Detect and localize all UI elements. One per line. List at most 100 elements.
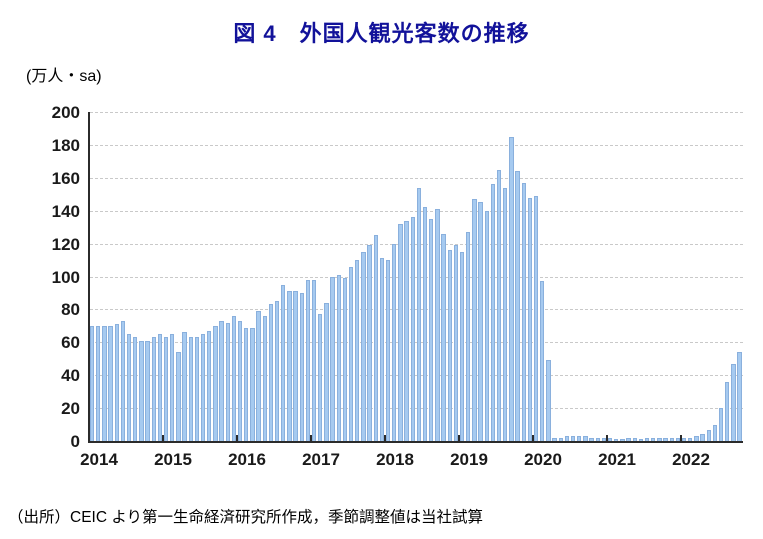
bar-2018-m1 bbox=[385, 260, 391, 441]
bar-2021-m12 bbox=[675, 437, 681, 441]
bar-2017-m8 bbox=[355, 260, 360, 441]
bar-2020-m7 bbox=[570, 436, 576, 441]
x-year-label-2019: 2019 bbox=[450, 450, 488, 469]
bar-2021-m2 bbox=[614, 439, 619, 441]
x-year-label-2015: 2015 bbox=[154, 450, 192, 469]
bar-2018-m9 bbox=[435, 209, 440, 441]
bar-2014-m12 bbox=[157, 334, 163, 441]
bar-2014-m8 bbox=[133, 337, 138, 441]
bar-2020-m8 bbox=[577, 436, 582, 441]
bar-2015-m9 bbox=[213, 325, 218, 441]
bar-2019-m6 bbox=[490, 184, 496, 441]
bar-2015-m8 bbox=[207, 330, 212, 441]
x-year-label-2016: 2016 bbox=[228, 450, 266, 469]
gridline-60 bbox=[90, 342, 743, 344]
bar-2020-m11 bbox=[595, 437, 600, 441]
bar-2020-m6 bbox=[564, 436, 570, 441]
bar-2015-m1 bbox=[163, 337, 169, 441]
bar-2022-m1 bbox=[681, 437, 687, 441]
bar-2018-m11 bbox=[447, 250, 452, 441]
bar-2019-m7 bbox=[496, 169, 502, 441]
bar-2022-m5 bbox=[706, 429, 711, 441]
bar-2014-m4 bbox=[108, 325, 113, 441]
bar-2019-m9 bbox=[509, 136, 514, 441]
bar-2016-m6 bbox=[268, 304, 274, 441]
bar-2016-m3 bbox=[250, 327, 255, 441]
bar-2016-m4 bbox=[256, 311, 261, 441]
bar-2020-m1 bbox=[533, 195, 539, 441]
bar-2017-m11 bbox=[373, 235, 378, 441]
bar-2018-m6 bbox=[416, 187, 422, 441]
gridline-20 bbox=[90, 408, 743, 410]
bar-2014-m10 bbox=[145, 340, 150, 441]
bar-2016-m1 bbox=[237, 320, 243, 441]
bar-2017-m5 bbox=[336, 274, 341, 441]
bar-2015-m7 bbox=[200, 334, 206, 441]
bar-2019-m11 bbox=[521, 182, 526, 441]
bar-2015-m11 bbox=[225, 322, 230, 441]
bar-2019-m8 bbox=[503, 187, 508, 441]
bar-2018-m10 bbox=[441, 233, 446, 441]
bar-2021-m1 bbox=[607, 437, 613, 441]
gridline-40 bbox=[90, 375, 743, 377]
bar-2020-m4 bbox=[552, 437, 557, 441]
y-tick-label-60: 60 bbox=[61, 333, 80, 353]
x-year-label-2017: 2017 bbox=[302, 450, 340, 469]
bar-2019-m1 bbox=[459, 251, 465, 441]
bar-2017-m10 bbox=[367, 245, 372, 441]
bar-2016-m5 bbox=[262, 315, 267, 441]
y-tick-label-120: 120 bbox=[51, 234, 80, 254]
bar-2021-m3 bbox=[620, 439, 625, 441]
gridline-180 bbox=[90, 144, 743, 146]
bar-2022-m4 bbox=[700, 434, 705, 441]
bar-2019-m10 bbox=[515, 171, 520, 441]
bar-2019-m3 bbox=[472, 199, 477, 441]
figure-title: 図 4 外国人観光客数の推移 bbox=[233, 21, 530, 46]
bar-2015-m10 bbox=[219, 320, 224, 441]
bar-2021-m6 bbox=[638, 439, 644, 441]
x-year-label-2014: 2014 bbox=[80, 450, 118, 469]
bar-2018-m5 bbox=[410, 217, 415, 441]
bar-2022-m2 bbox=[688, 437, 693, 441]
bar-2019-m4 bbox=[478, 202, 483, 441]
bar-2021-m7 bbox=[644, 437, 650, 441]
gridline-100 bbox=[90, 276, 743, 278]
bar-2020-m12 bbox=[601, 437, 607, 441]
bar-2022-m3 bbox=[694, 436, 699, 441]
bar-2014-m2 bbox=[96, 325, 101, 441]
x-year-label-2018: 2018 bbox=[376, 450, 414, 469]
bar-2016-m2 bbox=[244, 327, 249, 441]
bar-2021-m5 bbox=[632, 437, 637, 441]
bar-2015-m4 bbox=[182, 332, 187, 441]
bar-2020-m9 bbox=[583, 436, 588, 441]
x-year-label-2022: 2022 bbox=[672, 450, 710, 469]
gridline-160 bbox=[90, 177, 743, 179]
bar-2017-m9 bbox=[361, 251, 366, 441]
gridline-200 bbox=[90, 112, 743, 113]
x-year-label-2020: 2020 bbox=[524, 450, 562, 469]
gridline-120 bbox=[90, 243, 743, 245]
bar-2021-m4 bbox=[626, 437, 631, 441]
bar-2014-m5 bbox=[114, 324, 119, 441]
gridline-80 bbox=[90, 309, 743, 311]
bar-2015-m12 bbox=[231, 315, 237, 441]
bar-2021-m9 bbox=[657, 437, 662, 441]
x-axis-year-tick bbox=[236, 435, 238, 441]
bar-2015-m6 bbox=[194, 337, 200, 441]
x-axis-year-tick bbox=[162, 435, 164, 441]
bar-2022-m6 bbox=[712, 424, 718, 441]
bar-2015-m5 bbox=[188, 337, 193, 441]
bar-2019-m5 bbox=[484, 210, 489, 441]
bar-2015-m2 bbox=[170, 334, 175, 441]
bar-2022-m9 bbox=[731, 363, 736, 441]
bar-2016-m7 bbox=[274, 301, 280, 441]
y-tick-label-180: 180 bbox=[51, 135, 80, 155]
y-tick-label-160: 160 bbox=[51, 168, 80, 188]
bar-chart-plot-area bbox=[88, 112, 743, 443]
x-axis-year-tick bbox=[606, 435, 608, 441]
bar-2022-m7 bbox=[718, 408, 724, 441]
y-tick-label-140: 140 bbox=[51, 201, 80, 221]
bar-2016-m10 bbox=[293, 291, 298, 441]
bar-2021-m8 bbox=[651, 437, 656, 441]
